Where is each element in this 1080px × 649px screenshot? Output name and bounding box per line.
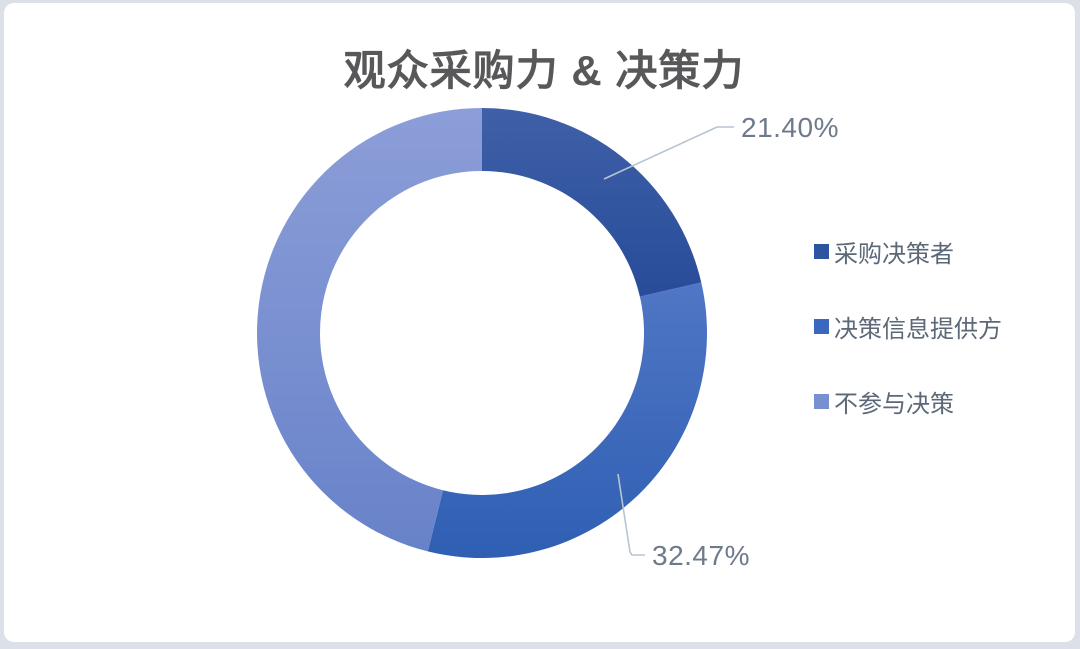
data-label-second-slice: 32.47% <box>652 540 750 571</box>
donut-slice-2 <box>256 108 482 552</box>
legend-swatch-dark-blue <box>814 243 829 259</box>
donut-slice-0 <box>482 108 702 297</box>
donut-slice-1 <box>427 282 708 558</box>
legend-item-not-involved: 不参与决策 <box>814 387 1002 418</box>
legend-swatch-medium-blue <box>814 318 829 334</box>
legend-item-decision-info-provider: 决策信息提供方 <box>814 312 1002 343</box>
donut-chart <box>256 108 734 558</box>
legend-item-purchase-decision-maker: 采购决策者 <box>814 237 1002 268</box>
chart-legend: 采购决策者 决策信息提供方 不参与决策 <box>814 237 1002 462</box>
legend-label: 决策信息提供方 <box>834 315 1002 343</box>
donut-slices <box>256 108 708 558</box>
legend-label: 采购决策者 <box>834 240 954 268</box>
chart-title: 观众采购力 & 决策力 <box>343 47 745 94</box>
data-label-first-slice: 21.40% <box>741 112 839 143</box>
leader-line-second-slice <box>617 473 645 556</box>
leader-line-first-slice <box>603 126 734 180</box>
chart-card: 观众采购力 & 决策力 21.40% 32.47% 采购决策者 决策信息提供方 … <box>4 3 1075 642</box>
legend-swatch-light-blue <box>814 393 829 409</box>
legend-label: 不参与决策 <box>834 390 954 418</box>
